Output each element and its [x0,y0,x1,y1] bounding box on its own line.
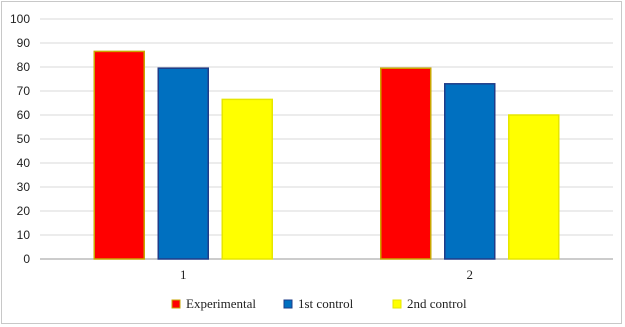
y-tick-label: 60 [17,108,31,122]
legend-swatch [392,299,402,309]
x-tick-label: 2 [467,267,474,282]
legend-swatch [283,299,293,309]
y-tick-label: 20 [17,204,31,218]
x-tick-label: 1 [180,267,187,282]
bar-1st-control-cat-1 [157,67,209,260]
bar-experimental-cat-2 [380,67,432,260]
legend-label: 2nd control [407,296,467,311]
legend-label: Experimental [186,296,256,311]
y-axis-ticks: 0 10 20 30 40 50 60 70 80 90 100 [10,12,30,266]
y-tick-label: 30 [17,180,31,194]
y-tick-label: 100 [10,12,30,26]
y-tick-label: 50 [17,132,31,146]
bars [93,50,560,260]
bar-1st-control-cat-2 [444,83,496,260]
y-tick-label: 80 [17,60,31,74]
legend: Experimental 1st control 2nd control [171,296,467,311]
bar-2nd-control-cat-1 [221,98,273,260]
legend-swatch [171,299,181,309]
y-tick-label: 40 [17,156,31,170]
y-tick-label: 90 [17,36,31,50]
bar-experimental-cat-1 [93,50,145,260]
y-tick-label: 10 [17,228,31,242]
y-tick-label: 70 [17,84,31,98]
y-tick-label: 0 [23,252,30,266]
bar-2nd-control-cat-2 [508,114,560,260]
legend-label: 1st control [298,296,354,311]
